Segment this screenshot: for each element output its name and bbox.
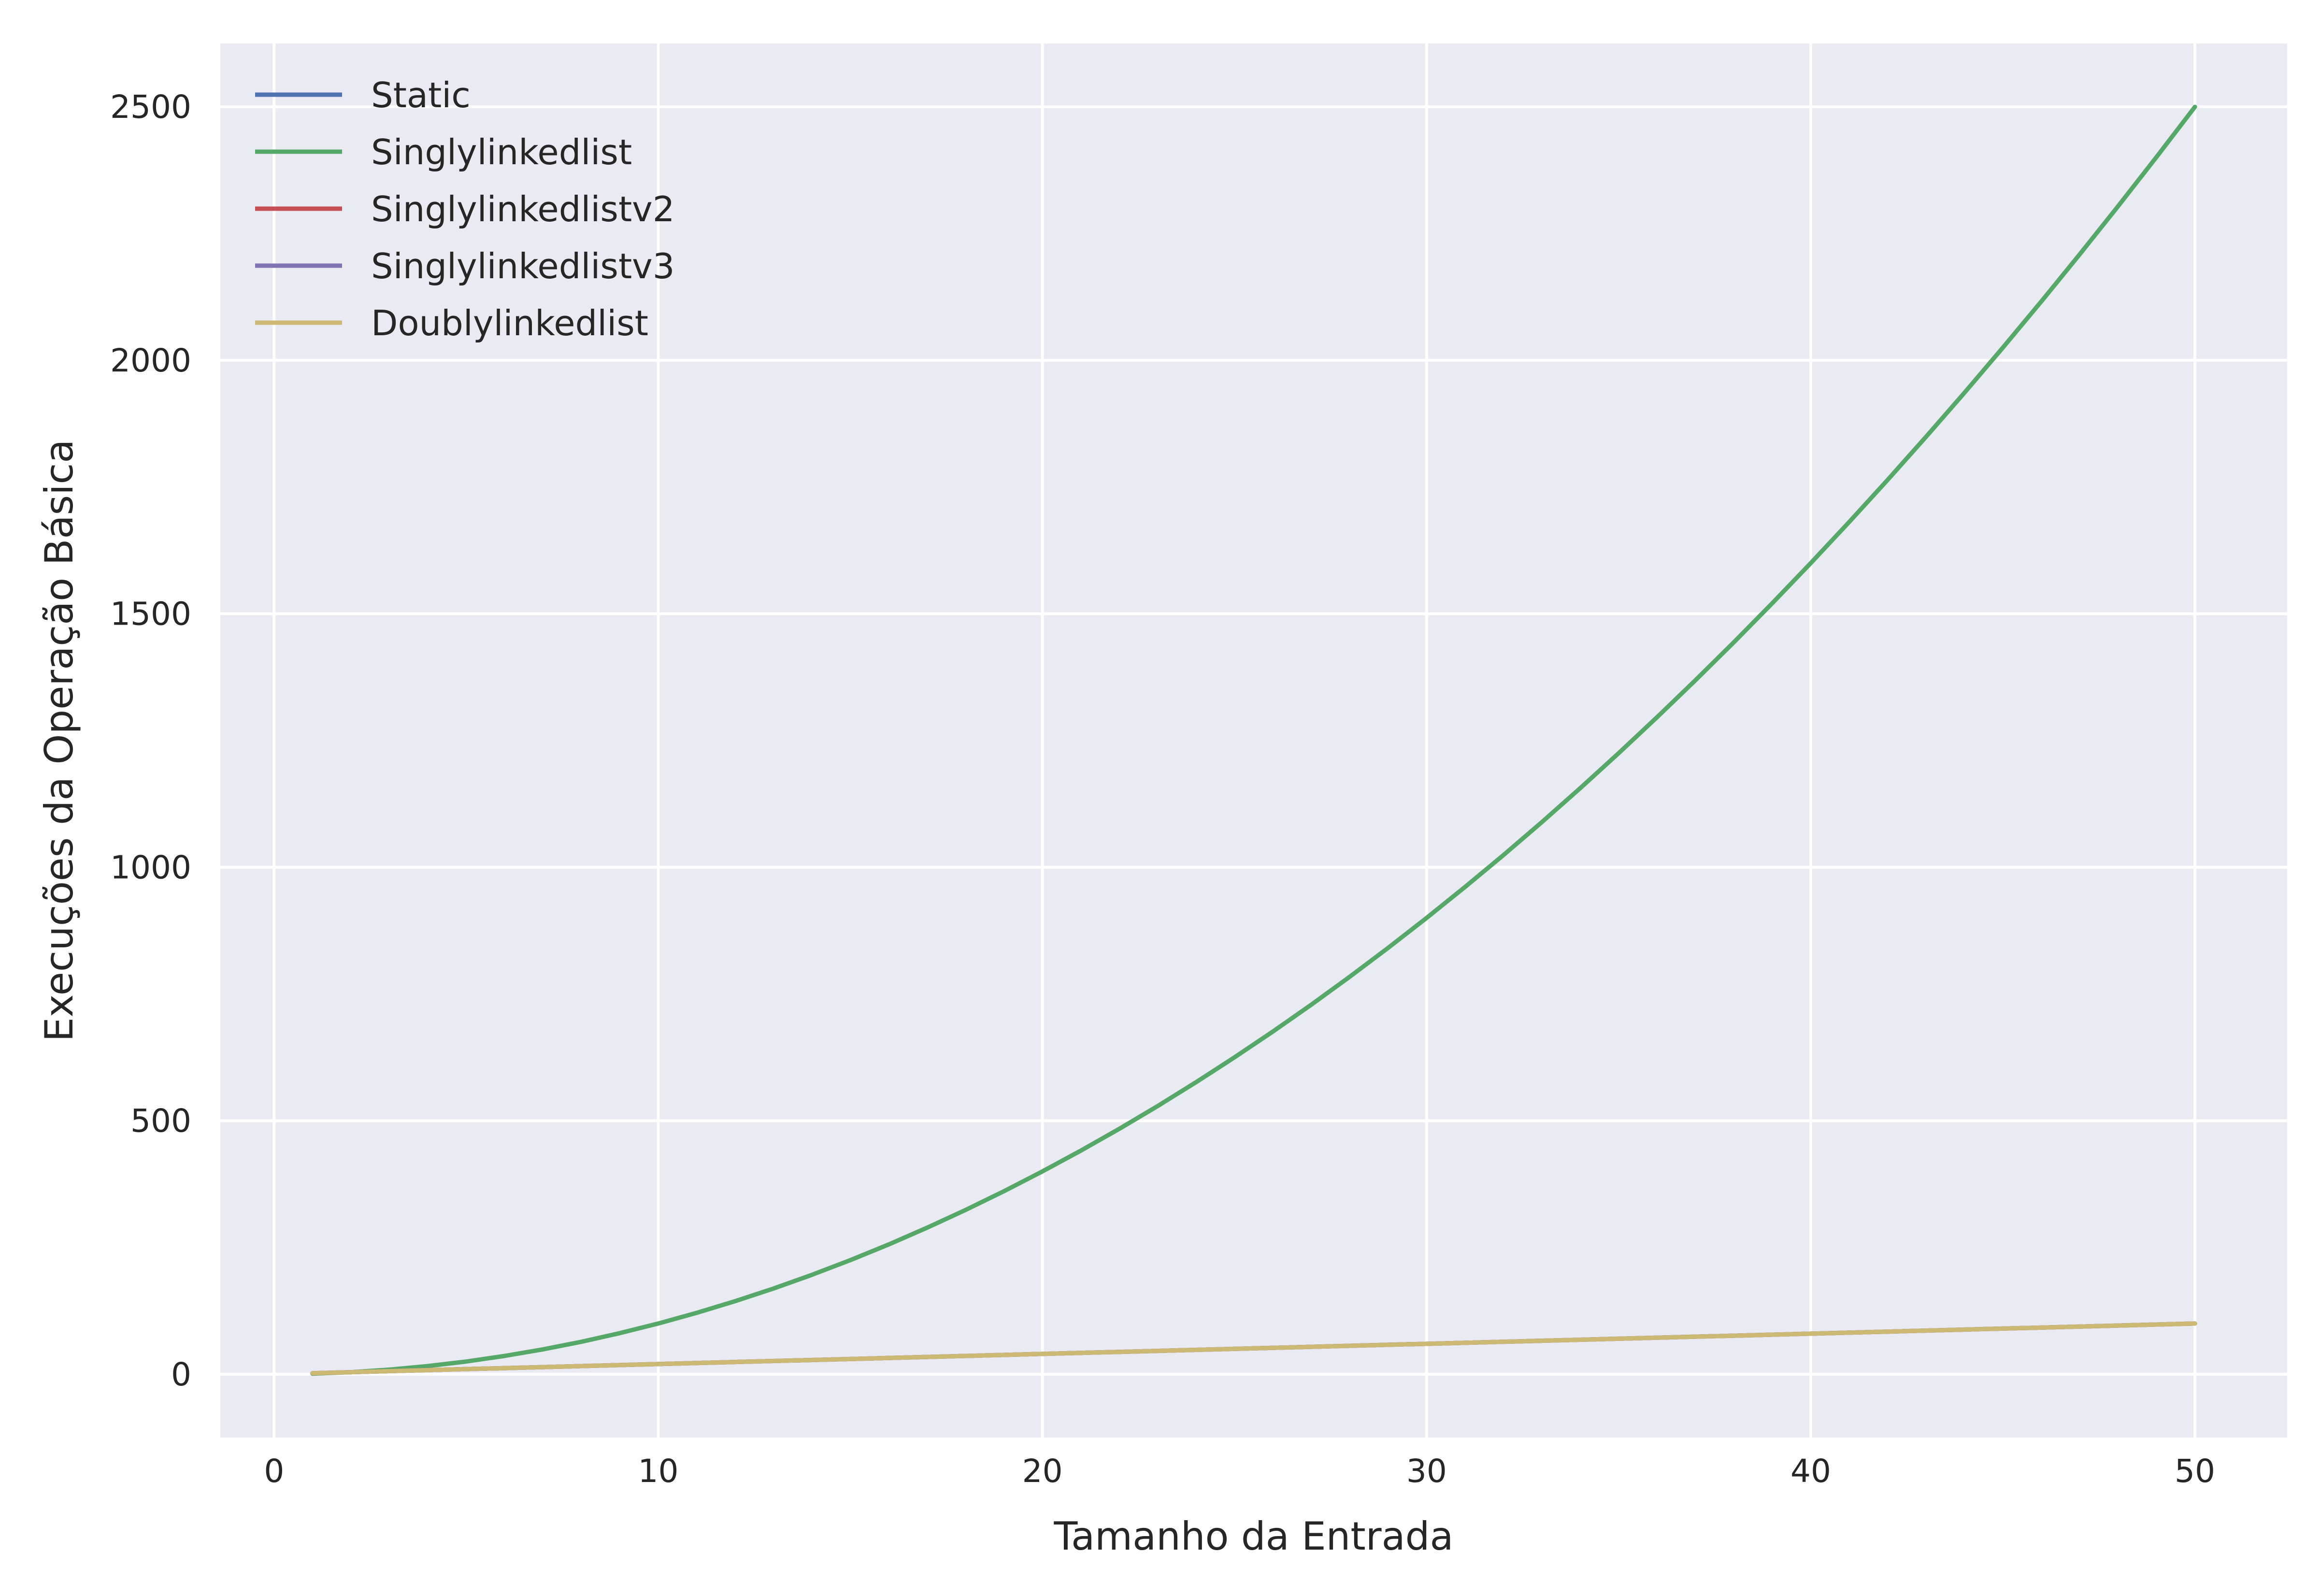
y-tick-label: 2500 bbox=[110, 88, 191, 126]
series-line bbox=[310, 1321, 2197, 1376]
x-axis-title: Tamanho da Entrada bbox=[1054, 1514, 1454, 1559]
series-line bbox=[310, 104, 2197, 1376]
y-tick-label: 1500 bbox=[110, 596, 191, 633]
legend-label: Singlylinkedlistv3 bbox=[371, 246, 675, 286]
legend-label: Static bbox=[371, 75, 471, 115]
legend-label: Singlylinkedlistv2 bbox=[371, 189, 675, 229]
y-axis-title: Execuções da Operação Básica bbox=[37, 440, 82, 1042]
x-tick-label: 40 bbox=[1790, 1453, 1831, 1490]
series-lines bbox=[310, 104, 2197, 1376]
y-tick-label: 1000 bbox=[110, 849, 191, 886]
y-tick-label: 2000 bbox=[110, 342, 191, 379]
x-tick-label: 10 bbox=[638, 1453, 678, 1490]
plot-area bbox=[220, 43, 2287, 1438]
legend-label: Doublylinkedlist bbox=[371, 303, 648, 343]
x-tick-label: 20 bbox=[1022, 1453, 1063, 1490]
y-tick-label: 500 bbox=[130, 1102, 191, 1140]
grid bbox=[220, 43, 2287, 1438]
x-tick-label: 50 bbox=[2175, 1453, 2215, 1490]
x-tick-label: 0 bbox=[264, 1453, 284, 1490]
y-tick-label: 0 bbox=[171, 1356, 191, 1393]
legend: Static Singlylinkedlist Singlylinkedlistv2… bbox=[255, 75, 675, 343]
x-tick-label: 30 bbox=[1406, 1453, 1447, 1490]
legend-label: Singlylinkedlist bbox=[371, 132, 632, 172]
